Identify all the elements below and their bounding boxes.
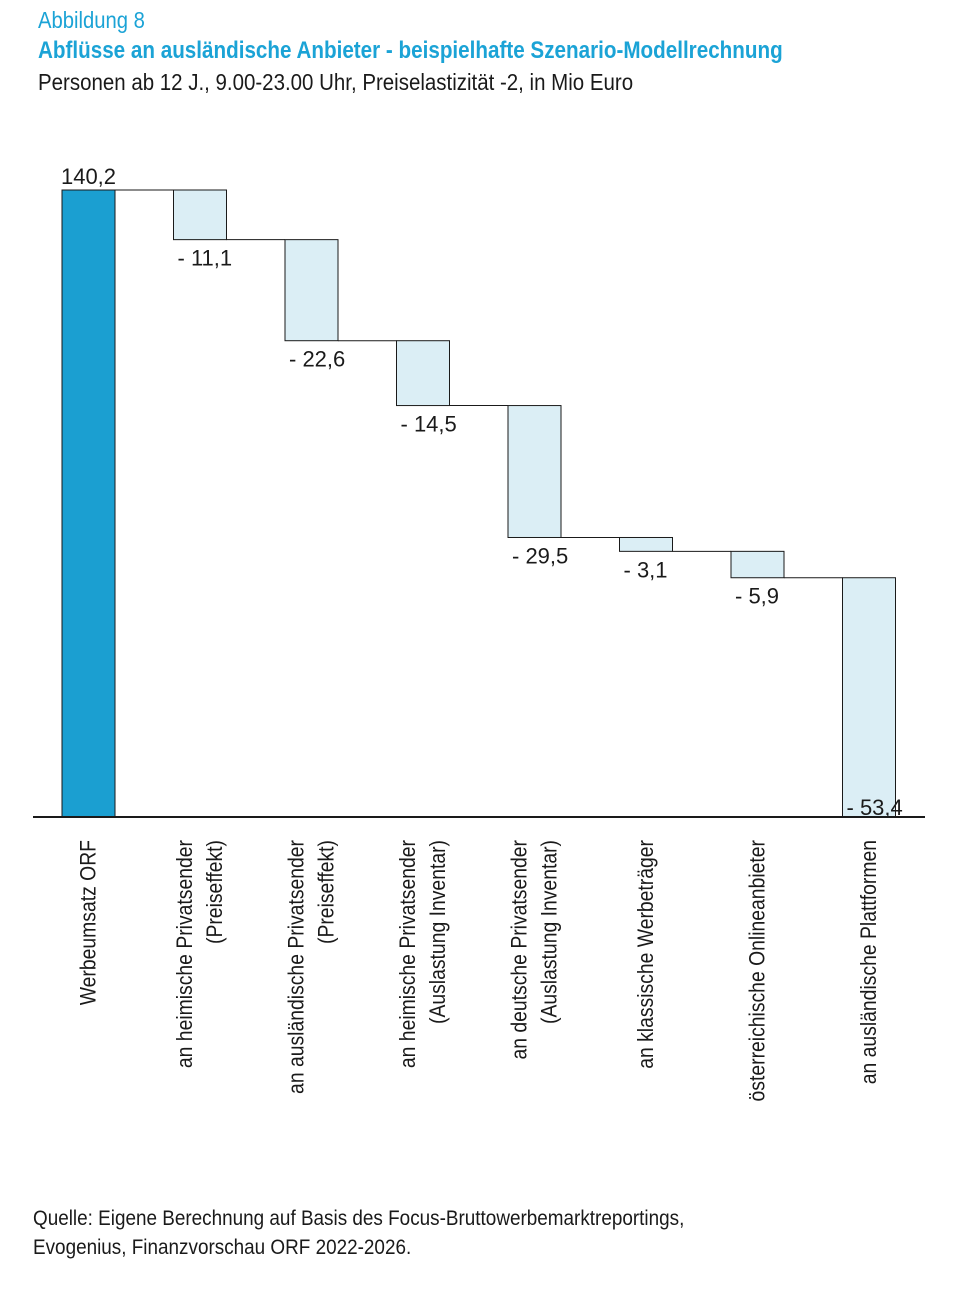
bar-step-7	[842, 577, 896, 818]
category-label-4-line-1: an deutsche Privatsender	[507, 840, 531, 1060]
data-label-start: 140,2	[61, 164, 116, 189]
category-label-2-line-1: an ausländische Privatsender	[284, 840, 308, 1094]
data-label-step-6: - 5,9	[735, 584, 779, 609]
category-label-5-line-1: an klassische Werbeträger	[634, 840, 658, 1069]
category-label-1-line-2: (Preiseffekt)	[203, 840, 227, 944]
category-label-2-line-2: (Preiseffekt)	[314, 840, 338, 944]
data-label-step-7: - 53,4	[847, 795, 903, 820]
bar-step-6	[730, 550, 785, 579]
chart-subtitle: Personen ab 12 J., 9.00-23.00 Uhr, Preis…	[38, 69, 634, 95]
category-label-1-line-1: an heimische Privatsender	[173, 840, 197, 1068]
bar-step-4	[507, 405, 562, 538]
category-label-0-line-1: Werbeumsatz ORF	[76, 840, 100, 1005]
data-label-step-4: - 29,5	[512, 543, 568, 568]
category-label-3-line-2: (Auslastung Inventar)	[426, 840, 450, 1024]
data-label-step-1: - 11,1	[178, 246, 233, 271]
source-note: Quelle: Eigene Berechnung auf Basis des …	[33, 1204, 684, 1262]
bar-step-3	[396, 340, 450, 407]
data-label-step-5: - 3,1	[624, 557, 668, 582]
source-line-2: Evogenius, Finanzvorschau ORF 2022-2026.	[33, 1236, 412, 1259]
bar-step-5	[619, 536, 673, 552]
category-label-3-line-1: an heimische Privatsender	[396, 840, 420, 1068]
data-label-step-2: - 22,6	[289, 347, 345, 372]
chart-title: Abflüsse an ausländische Anbieter - beis…	[38, 37, 783, 64]
data-label-step-3: - 14,5	[401, 412, 457, 437]
bar-step-1	[173, 189, 227, 241]
chart-header: Abbildung 8 Abflüsse an ausländische Anb…	[38, 4, 953, 98]
category-label-6-line-1: österreichische Onlineanbieter	[745, 840, 769, 1102]
figure-number: Abbildung 8	[38, 7, 145, 33]
bar-step-2	[284, 239, 339, 342]
source-line-1: Quelle: Eigene Berechnung auf Basis des …	[33, 1207, 685, 1230]
category-label-7-line-1: an ausländische Plattformen	[857, 840, 881, 1084]
bar-start-total	[61, 189, 116, 818]
category-label-4-line-2: (Auslastung Inventar)	[537, 840, 561, 1024]
